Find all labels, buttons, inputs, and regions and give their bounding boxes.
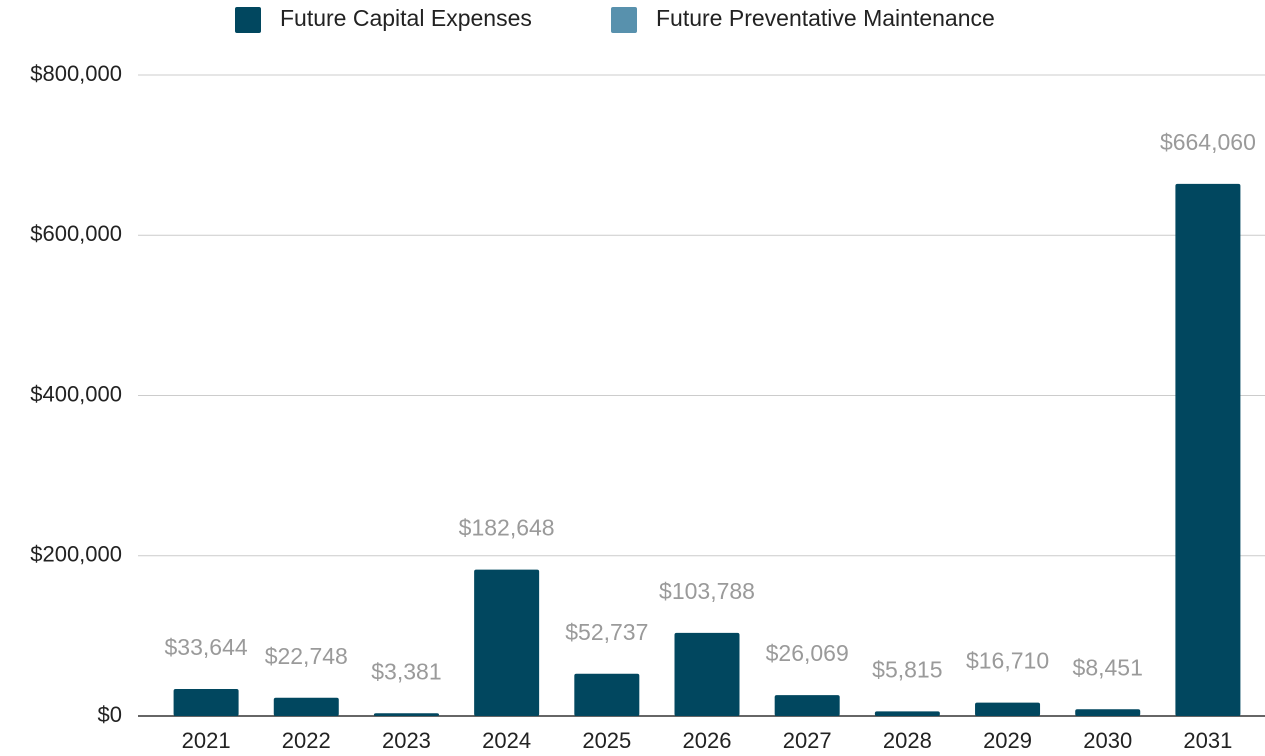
legend-label: Future Capital Expenses [280,5,532,31]
bar [474,569,540,716]
bar [1075,709,1141,716]
x-tick-label: 2025 [582,728,631,753]
x-tick-label: 2023 [382,728,431,753]
legend-label: Future Preventative Maintenance [656,5,995,31]
data-label: $16,710 [966,648,1049,674]
x-tick-label: 2031 [1183,728,1232,753]
y-tick-label: $800,000 [30,61,122,86]
data-label: $33,644 [165,634,248,660]
bar [874,711,940,716]
bar [674,632,740,716]
x-tick-label: 2030 [1083,728,1132,753]
legend-swatch [611,7,637,33]
data-label: $664,060 [1160,129,1256,155]
data-label: $5,815 [872,656,942,682]
data-label: $3,381 [371,658,441,684]
x-tick-label: 2029 [983,728,1032,753]
x-tick-label: 2021 [182,728,231,753]
x-tick-label: 2022 [282,728,331,753]
data-label: $52,737 [565,619,648,645]
legend-swatch [235,7,261,33]
y-tick-label: $600,000 [30,221,122,246]
data-label: $26,069 [766,640,849,666]
data-label: $103,788 [659,578,755,604]
bar [574,673,640,716]
data-label: $22,748 [265,643,348,669]
y-tick-label: $200,000 [30,542,122,567]
bar [173,689,239,716]
x-tick-label: 2028 [883,728,932,753]
data-label: $182,648 [459,515,555,541]
x-tick-label: 2024 [482,728,531,753]
bar [373,713,439,716]
data-label: $8,451 [1073,654,1143,680]
bar [273,697,339,716]
x-tick-label: 2026 [683,728,732,753]
x-tick-label: 2027 [783,728,832,753]
y-tick-label: $400,000 [30,381,122,406]
bar [975,702,1041,716]
bar [774,695,840,716]
y-tick-label: $0 [98,702,122,727]
bar [1175,183,1241,716]
